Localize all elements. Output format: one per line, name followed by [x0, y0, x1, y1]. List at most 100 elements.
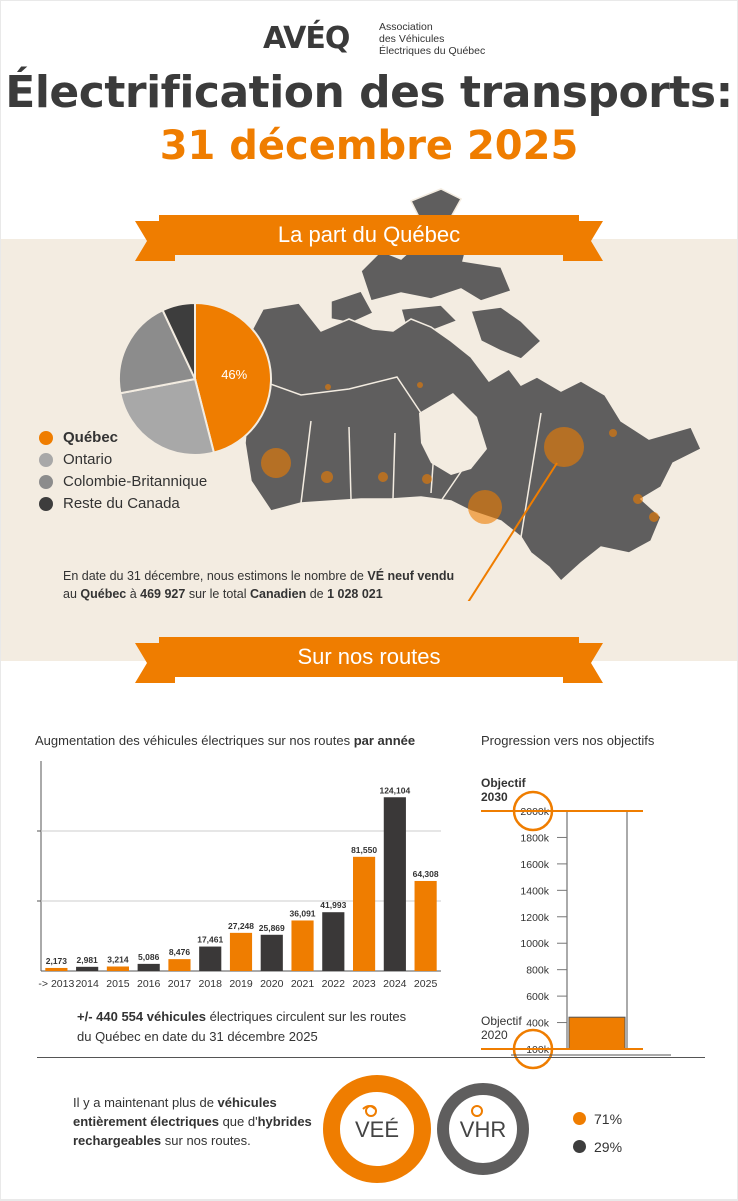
gauge-tick-label: 1800k: [520, 832, 549, 844]
x-tick-label: 2024: [383, 978, 407, 990]
plug-icon-head: [365, 1105, 377, 1117]
x-tick-label: 2018: [199, 978, 223, 990]
map-markers: [261, 382, 659, 524]
legend-label: Québec: [63, 429, 119, 446]
goal-progress-chart: 2000k1800k1600k1400k1200k1000k800k600k40…: [481, 776, 671, 1070]
x-tick-label: 2014: [75, 978, 99, 990]
bar: [45, 967, 68, 971]
x-tick-label: 2019: [229, 978, 253, 990]
legend-label: Ontario: [63, 451, 113, 468]
bar-value-label: 2,173: [46, 956, 68, 966]
pie-slice-label: 46%: [221, 367, 247, 382]
legend-label: Colombie-Britannique: [63, 473, 208, 490]
bar-value-label: 2,981: [77, 955, 99, 965]
estimate-text: En date du 31 décembre, nous estimons le…: [63, 569, 455, 601]
bar-value-label: 3,214: [107, 955, 129, 965]
bar-chart-title: Augmentation des véhicules électriques s…: [35, 733, 416, 748]
bar-value-label: 17,461: [197, 935, 223, 945]
bar-value-label: 25,869: [259, 923, 285, 933]
bar-value-label: 27,248: [228, 921, 254, 931]
legend-item: Québec: [39, 427, 207, 449]
pie-slice: [118, 308, 197, 395]
vee-vhr-rings: VEÉ VHR: [323, 1075, 529, 1183]
legend-item: Ontario: [39, 449, 207, 471]
callout-line: [467, 462, 558, 601]
page-title: Électrification des transports:: [5, 67, 733, 118]
bar-value-label: 64,308: [413, 869, 439, 879]
gauge-tick-label: 600k: [526, 991, 550, 1003]
bar: [229, 932, 253, 971]
bar: [168, 959, 191, 971]
x-tick-label: 2025: [414, 978, 438, 990]
legend-item: Reste du Canada: [39, 493, 207, 515]
bar-value-label: 8,476: [169, 947, 191, 957]
quebec-marker: [544, 427, 584, 467]
vee-ring: [323, 1075, 431, 1183]
ribbon-label: La part du Québec: [159, 215, 579, 255]
canada-map: [240, 188, 702, 601]
bar: [414, 880, 437, 971]
bar-value-label: 41,993: [320, 900, 346, 910]
logo-mark: AVÉQ: [263, 21, 350, 56]
org-name: Association des Véhicules Électriques du…: [379, 21, 486, 57]
gauge-tick-label: 800k: [526, 965, 550, 977]
goal-2030-year: 2030: [481, 790, 508, 804]
plug-icon: [471, 1105, 483, 1117]
progress-fill: [568, 1016, 626, 1050]
legend-item: Colombie-Britannique: [39, 471, 207, 493]
bar: [291, 920, 314, 971]
bc-marker: [261, 448, 291, 478]
gauge-tick-label: 1600k: [520, 859, 549, 871]
bar: [322, 912, 345, 971]
summary-text: +/- 440 554 véhicules électriques circul…: [77, 1009, 407, 1044]
legend-swatch: [39, 453, 53, 467]
bar-value-label: 36,091: [290, 908, 316, 918]
vhr-percent: 29%: [573, 1139, 622, 1155]
bar: [383, 797, 406, 971]
legend-swatch: [39, 497, 53, 511]
vhr-ring: [437, 1083, 529, 1175]
bar: [353, 856, 376, 971]
page-subtitle: 31 décembre 2025: [159, 123, 579, 169]
x-tick-label: 2017: [168, 978, 192, 990]
bar: [106, 966, 129, 971]
bar: [260, 934, 283, 971]
legend-swatch: [39, 475, 53, 489]
goal-2020-label: Objectif: [481, 1014, 522, 1028]
bar: [199, 946, 222, 971]
goal-2030-circle: [512, 790, 554, 832]
vhr-label: VHR: [460, 1117, 506, 1142]
ontario-marker: [468, 490, 502, 524]
vee-label: VEÉ: [355, 1117, 399, 1142]
x-tick-label: 2022: [322, 978, 346, 990]
ribbon-part-quebec: La part du Québec: [135, 215, 603, 261]
bar-value-label: 81,550: [351, 845, 377, 855]
x-tick-label: 2021: [291, 978, 315, 990]
pie-legend: Québec Ontario Colombie-Britannique Reste d…: [39, 427, 207, 515]
divider: [37, 1057, 705, 1058]
bar: [137, 963, 160, 971]
bar: [76, 966, 99, 971]
market-share-pie: 46%: [118, 301, 272, 456]
bar-value-label: 124,104: [379, 785, 410, 795]
goal-2020-year: 2020: [481, 1028, 508, 1042]
goal-2020-circle: [512, 1028, 554, 1070]
gauge-tick-label: 1000k: [520, 938, 549, 950]
x-tick-label: 2023: [352, 978, 376, 990]
aveq-logo: AVÉQ Association des Véhicules Électriqu…: [263, 19, 523, 59]
goal-2030-label: Objectif: [481, 776, 527, 790]
x-tick-label: 2020: [260, 978, 284, 990]
progress-title: Progression vers nos objectifs: [481, 733, 655, 748]
gauge-tick-label: 1400k: [520, 885, 549, 897]
vee-percent: 71%: [573, 1111, 622, 1127]
x-tick-label: 2015: [106, 978, 130, 990]
ribbon-label: Sur nos routes: [159, 637, 579, 677]
gauge-tick-label: 1200k: [520, 912, 549, 924]
bar-value-label: 5,086: [138, 952, 160, 962]
pie-slice: [161, 301, 196, 380]
x-tick-label: 2016: [137, 978, 161, 990]
pie-slice: [119, 377, 216, 456]
yearly-bar-chart: 2,173 -> 2013 2,981 2014 3,214 2015 5,086 2016 8…: [37, 761, 441, 990]
gauge-tick-label: 400k: [526, 1018, 550, 1030]
pie-slice: [194, 301, 272, 454]
